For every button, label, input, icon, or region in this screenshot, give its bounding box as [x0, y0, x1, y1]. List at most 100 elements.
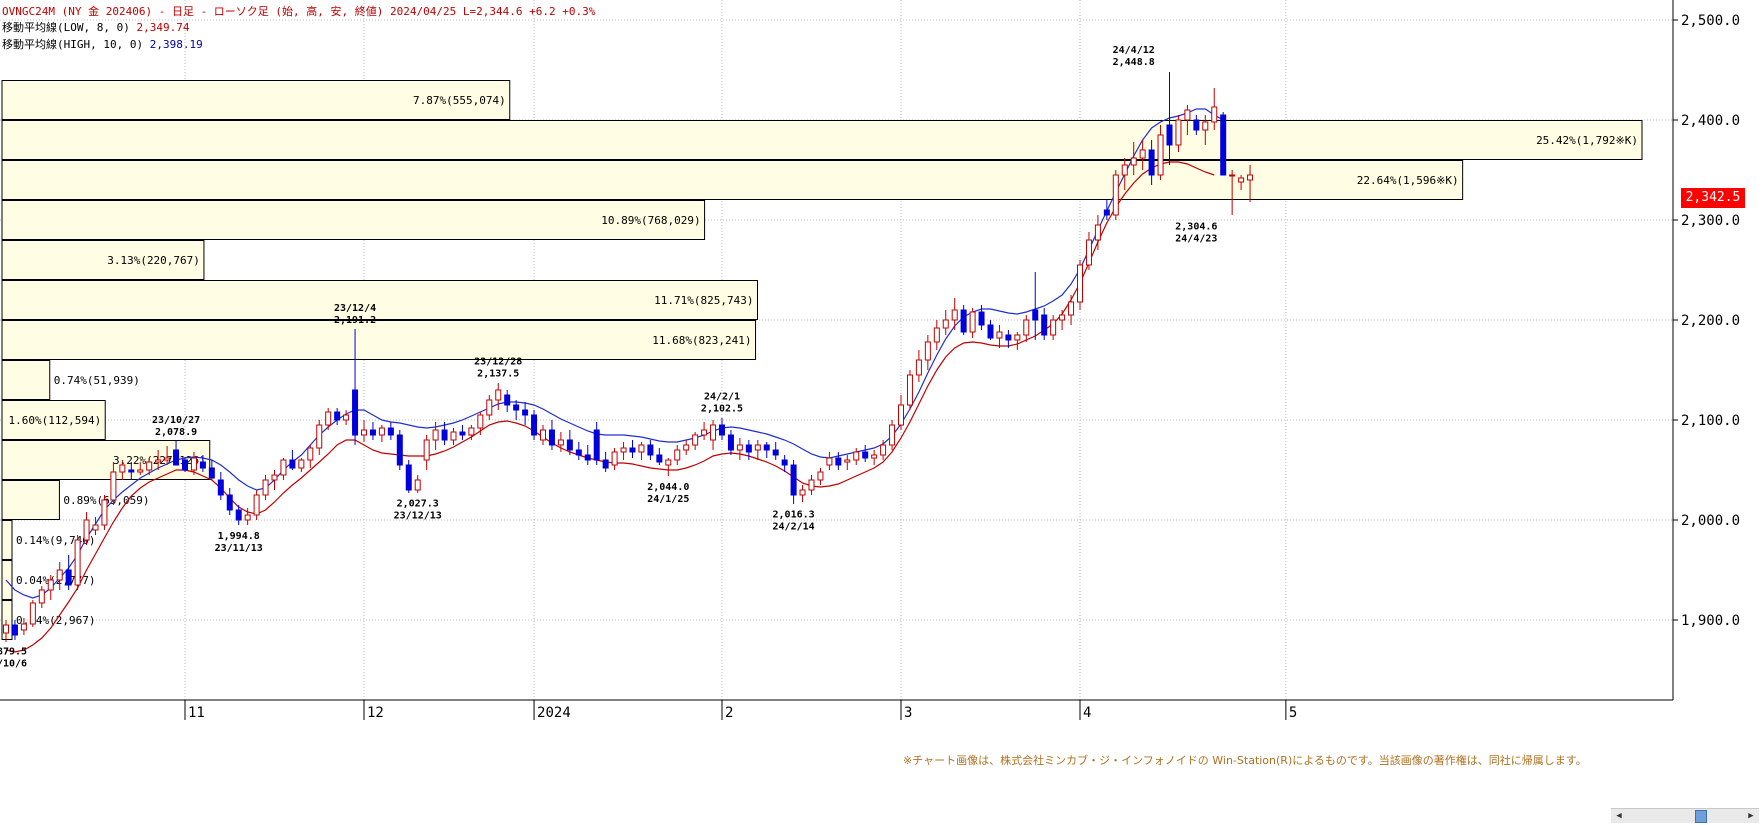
candle-body [692, 434, 699, 446]
candle-body [208, 467, 215, 479]
annotation-date: 23/12/28 [474, 357, 522, 368]
candle-body [1041, 314, 1048, 336]
candle-body [3, 624, 9, 634]
candle-body [1112, 174, 1119, 216]
candle-body [871, 454, 878, 459]
candle-body [817, 471, 824, 481]
candle-body [1050, 319, 1057, 336]
candle-body [65, 569, 72, 586]
annotation-price: 2,016.3 [773, 510, 815, 521]
scroll-right-arrow-icon[interactable]: ▶ [1748, 811, 1754, 821]
candle-body [772, 449, 779, 456]
chart-title-line: OVNGC24M (NY 金 202406) - 日足 - ローソク足 (始, … [2, 3, 595, 19]
volume-profile-bar [1, 280, 758, 320]
moving-averages [5, 108, 1224, 653]
candle-body [11, 624, 18, 636]
candle-body [1166, 124, 1173, 146]
x-tick-label: 3 [904, 705, 912, 721]
volume-profile-bar [1, 360, 51, 400]
volume-profile-label: 7.87%(555,074) [413, 94, 506, 107]
candle-body [1220, 114, 1227, 176]
annotation-date: 23/10/6 [0, 659, 27, 670]
candle-body [719, 424, 725, 436]
horizontal-scrollbar[interactable]: ◀ ▶ [1611, 808, 1759, 823]
y-tick-label: 2,000.0 [1681, 513, 1740, 529]
candle-body [20, 623, 27, 631]
volume-profile-label: 0.74%(51,939) [54, 374, 140, 387]
candle-body [951, 309, 958, 321]
candle-body [853, 451, 860, 461]
annotation-price: 2,102.5 [701, 404, 743, 415]
volume-profile-label: 3.13%(220,767) [107, 254, 200, 267]
candle-body [602, 459, 609, 469]
candle-body [1094, 224, 1101, 241]
candle-body [513, 404, 520, 411]
axes: 1,900.0 2,000.0 2,100.0 2,200.0 2,300.0 2,400… [0, 0, 1740, 721]
annotation-date: 23/11/13 [215, 543, 263, 554]
candle-body [790, 464, 797, 496]
candle-body [638, 444, 645, 453]
candle-body [155, 459, 162, 463]
candle-body [119, 464, 126, 473]
scroll-thumb[interactable] [1695, 810, 1707, 823]
candle-body [405, 464, 412, 491]
candle-body [396, 434, 403, 466]
candle-body [727, 434, 734, 451]
instrument-title: OVNGC24M (NY 金 202406) - 日足 - ローソク足 (始, … [2, 5, 384, 18]
candle-body [217, 479, 224, 496]
candle-body [799, 489, 806, 496]
annotation-date: 23/12/4 [334, 303, 376, 314]
x-tick-label: 11 [188, 705, 205, 721]
volume-profile-bar [1, 560, 13, 600]
annotation-date: 23/10/27 [152, 415, 200, 426]
annotation-price: 1,994.8 [218, 531, 260, 542]
candle-body [387, 427, 394, 436]
candle-body [674, 449, 681, 461]
candle-body [808, 479, 815, 491]
candle-body [38, 589, 45, 604]
candle-body [880, 444, 887, 456]
candle-body [253, 494, 260, 516]
y-tick-label: 2,100.0 [1681, 413, 1740, 429]
candle-body [969, 311, 976, 333]
candle-body [548, 429, 555, 446]
volume-profile-bar [1, 200, 706, 240]
candle-body [620, 447, 627, 453]
candle-body [298, 459, 305, 469]
y-tick-label: 2,200.0 [1681, 313, 1740, 329]
candle-body [647, 444, 654, 456]
candle-body [826, 457, 833, 466]
annotation-date: 24/2/14 [773, 522, 815, 533]
candle-body [1229, 174, 1236, 177]
candle-body [226, 494, 233, 511]
candle-body [378, 427, 385, 436]
volume-profile-label: 11.71%(825,743) [654, 294, 753, 307]
candle-body [898, 404, 904, 426]
candle-body [987, 324, 994, 339]
candle-body [1202, 121, 1209, 131]
candle-body [763, 444, 770, 451]
candle-body [199, 461, 206, 469]
candle-body [29, 602, 36, 625]
candle-body [1023, 319, 1030, 336]
candle-body [83, 519, 90, 541]
candle-body [477, 414, 484, 429]
annotation-price: 2,027.3 [397, 499, 439, 510]
scroll-left-arrow-icon[interactable]: ◀ [1616, 811, 1622, 821]
volume-profile-label: 25.42%(1,792※K) [1536, 134, 1638, 147]
ma-high-line [5, 108, 1224, 599]
volume-profile-bar [1, 480, 60, 520]
candle-body [540, 429, 546, 441]
candle-body [271, 474, 278, 481]
candle-body [754, 444, 761, 451]
ma-low-label: 移動平均線(LOW, 8, 0) [2, 21, 130, 34]
candle-body [736, 444, 743, 451]
candle-body [1059, 314, 1066, 321]
candle-body [575, 449, 582, 456]
candle-body [110, 471, 117, 501]
candle-body [835, 457, 842, 466]
x-tick-label: 5 [1289, 705, 1297, 721]
candle-body [996, 331, 1003, 339]
candle-body [244, 514, 251, 521]
